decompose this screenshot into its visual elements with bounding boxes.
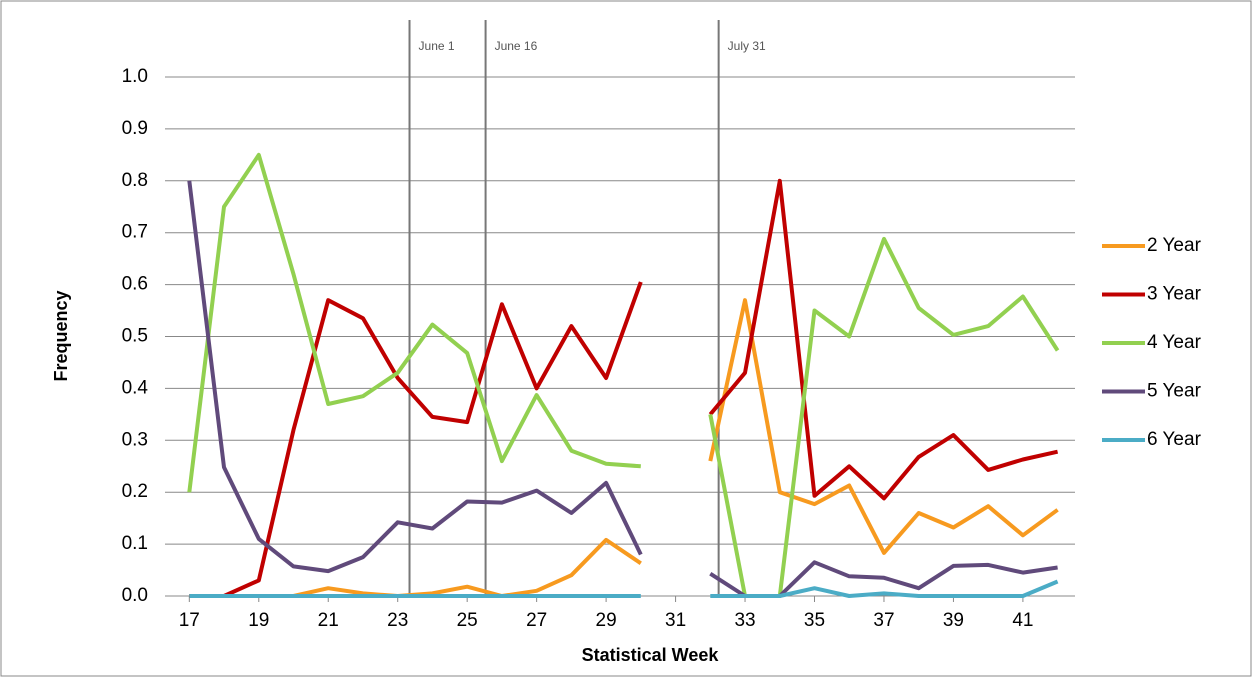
x-tick-label: 23 xyxy=(387,610,408,631)
x-tick-label: 37 xyxy=(873,610,894,631)
y-tick-label: 0.6 xyxy=(122,274,148,295)
x-tick-label: 27 xyxy=(526,610,547,631)
y-tick-label: 0.3 xyxy=(122,429,148,450)
x-tick-label: 21 xyxy=(318,610,339,631)
x-tick-label: 17 xyxy=(179,610,200,631)
x-tick-label: 35 xyxy=(804,610,825,631)
y-tick-label: 0.5 xyxy=(122,326,148,347)
x-tick-label: 19 xyxy=(248,610,269,631)
x-tick-label: 33 xyxy=(734,610,755,631)
x-tick-label: 25 xyxy=(457,610,478,631)
annotation: June 1 xyxy=(419,39,455,53)
series-line xyxy=(189,579,1059,598)
annotation: July 31 xyxy=(728,39,766,53)
x-tick-label: 41 xyxy=(1012,610,1033,631)
x-tick-label: 29 xyxy=(596,610,617,631)
annotation: June 16 xyxy=(495,39,538,53)
legend-label: 5 Year xyxy=(1147,381,1202,402)
legend-label: 2 Year xyxy=(1147,235,1202,256)
x-axis-title: Statistical Week xyxy=(582,645,720,665)
y-tick-label: 0.4 xyxy=(122,377,149,398)
y-tick-label: 0.7 xyxy=(122,222,148,243)
y-tick-label: 0.0 xyxy=(122,585,148,606)
y-axis-title: Frequency xyxy=(51,290,71,381)
y-tick-label: 0.1 xyxy=(122,533,148,554)
legend-label: 3 Year xyxy=(1147,284,1202,305)
legend-label: 6 Year xyxy=(1147,429,1202,450)
y-tick-label: 0.9 xyxy=(122,118,148,139)
series-line xyxy=(189,178,1059,598)
y-tick-label: 1.0 xyxy=(122,66,148,87)
y-tick-label: 0.8 xyxy=(122,170,148,191)
y-tick-label: 0.2 xyxy=(122,481,148,502)
x-tick-label: 31 xyxy=(665,610,686,631)
legend-label: 4 Year xyxy=(1147,332,1202,353)
x-tick-label: 39 xyxy=(943,610,964,631)
